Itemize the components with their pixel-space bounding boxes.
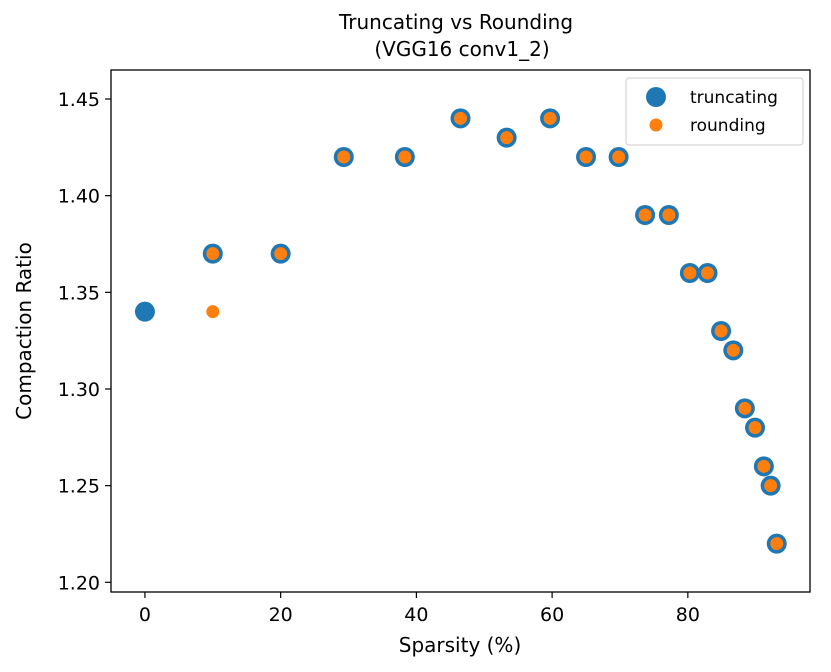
y-tick-label: 1.25 [58,476,100,498]
x-tick-label: 60 [540,604,564,626]
chart-subtitle: (VGG16 conv1_2) [374,37,549,61]
rounding-point [206,247,220,261]
x-tick-label: 40 [404,604,428,626]
y-tick-label: 1.20 [58,572,100,594]
rounding-point [579,150,593,164]
rounding-point [714,324,728,338]
legend-box [625,77,804,146]
rounding-point [454,111,467,125]
rounding-point [500,131,514,145]
y-tick-label: 1.35 [58,282,100,304]
rounding-point [274,247,288,261]
chart-title: Truncating vs Rounding [338,10,573,34]
x-axis-label: Sparsity (%) [399,633,522,657]
rounding-point [748,421,762,435]
x-tick-label: 20 [269,604,293,626]
legend-label-truncating: truncating [690,88,778,108]
y-tick-label: 1.40 [58,186,100,208]
rounding-point [757,459,771,473]
x-tick-label: 0 [139,604,151,626]
rounding-point [770,537,784,551]
plot-area [110,69,811,593]
y-axis: 1.20 1.25 1.30 1.35 1.40 1.45 [58,89,111,594]
rounding-point [398,150,412,164]
rounding-point [738,401,752,415]
legend: truncating rounding [625,77,804,146]
rounding-point [206,305,220,319]
rounding-point [764,479,778,493]
legend-marker-truncating [646,87,666,107]
truncating-point [134,301,155,322]
y-tick-label: 1.45 [58,89,100,111]
rounding-point [638,208,652,222]
rounding-point [701,266,715,280]
rounding-point [543,111,557,125]
legend-marker-rounding [649,118,663,132]
y-tick-label: 1.30 [58,379,100,401]
rounding-point [662,208,676,222]
rounding-point [337,150,351,164]
x-axis: 0 20 40 60 80 [139,592,700,626]
legend-label-rounding: rounding [690,116,766,136]
x-tick-label: 80 [676,604,700,626]
rounding-point [683,266,697,280]
y-axis-label: Compaction Ratio [12,242,36,420]
data-points [134,108,787,554]
rounding-point [612,150,626,164]
rounding-point [726,343,740,357]
